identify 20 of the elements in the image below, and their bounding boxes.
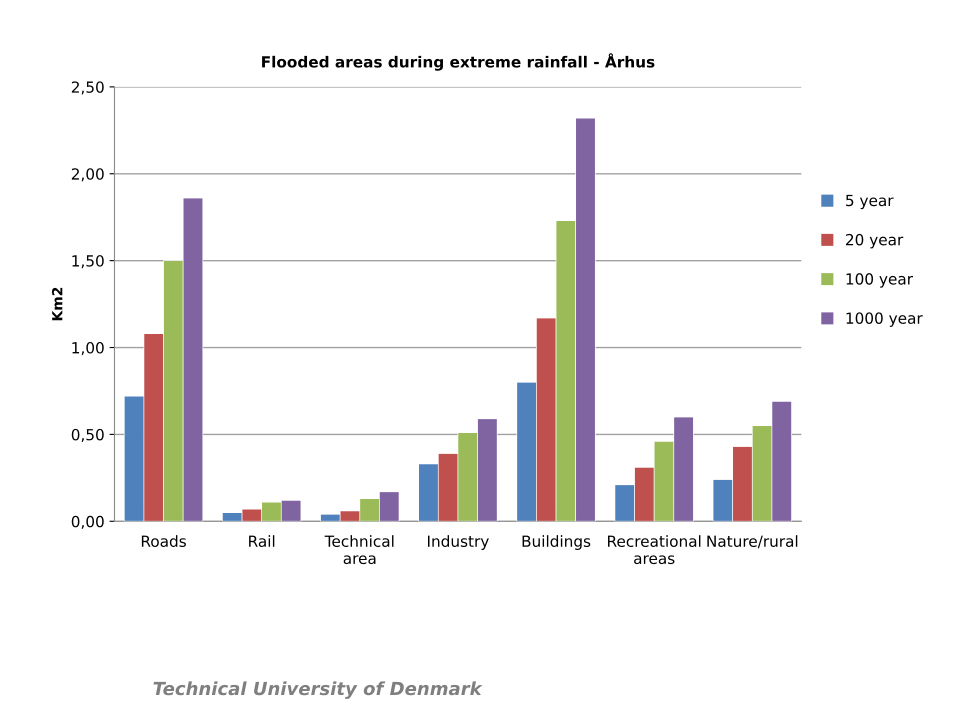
x-tick-label: Recreational areas — [608, 535, 700, 564]
text: Technical University of Denmark — [154, 681, 483, 699]
y-axis-title: Km2 — [52, 288, 62, 320]
x-tick-label: Technical area — [324, 535, 394, 564]
x-tick-label: Roads — [142, 535, 186, 547]
x-tick-label: Nature/rural — [707, 535, 798, 548]
y-tick-label: 2,00 — [72, 168, 104, 182]
y-tick-label: 2,50 — [72, 81, 104, 94]
y-tick-label: 1,50 — [72, 255, 104, 268]
legend-label: 5 year — [846, 194, 894, 210]
y-tick-label: 0,00 — [72, 516, 104, 529]
x-tick-label: Industry — [428, 535, 489, 550]
y-tick-label: 0,50 — [72, 428, 104, 442]
x-tick-label: Buildings — [522, 535, 590, 550]
chart-title: Flooded areas during extreme rainfall - Århus — [262, 53, 654, 71]
y-tick-label: 1,00 — [72, 342, 104, 356]
legend-label: 20 year — [846, 234, 904, 248]
legend-label: 1000 year — [846, 312, 923, 327]
legend-label: 100 year — [846, 273, 913, 288]
x-tick-label: Rail — [249, 535, 274, 547]
